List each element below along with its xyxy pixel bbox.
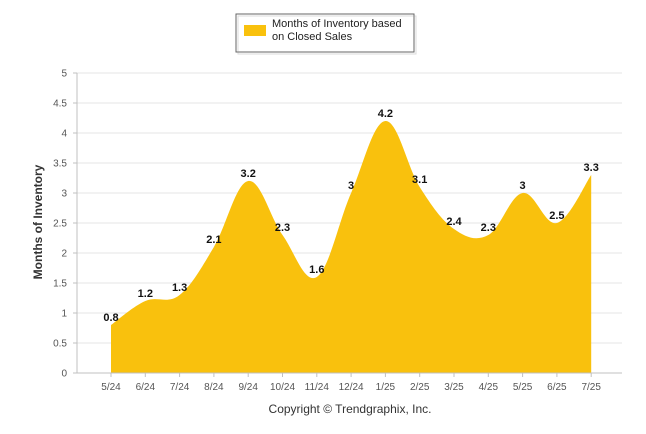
data-label: 0.8 [103, 312, 118, 324]
legend: Months of Inventory based on Closed Sale… [235, 13, 417, 55]
y-tick-label: 4.5 [53, 99, 67, 110]
y-tick-label: 2.5 [53, 219, 67, 230]
x-tick-label: 6/25 [547, 382, 567, 393]
data-label: 4.2 [378, 108, 393, 120]
x-tick-label: 8/24 [204, 382, 224, 393]
data-labels: 0.8 1.2 1.3 2.1 3.2 2.3 1.6 3 4.2 3.1 2.4 2.3 3 2.5 3.… [103, 108, 598, 324]
y-tick-label: 5 [61, 69, 67, 80]
x-tick-label: 2/25 [410, 382, 430, 393]
axes [73, 72, 622, 374]
x-tick-label: 5/24 [101, 382, 121, 393]
x-tick-label: 12/24 [339, 382, 364, 393]
x-tick-label: 11/24 [305, 382, 330, 393]
data-label: 3 [520, 180, 526, 192]
y-tick-labels: 0 0.5 1 1.5 2 2.5 3 3.5 4 4.5 5 [53, 69, 67, 380]
x-tick-labels: 5/24 6/24 7/24 8/24 9/24 10/24 11/24 12/24 1/25 2… [101, 373, 601, 393]
y-tick-label: 2 [61, 249, 67, 260]
y-tick-label: 3 [61, 189, 67, 200]
data-label: 2.1 [206, 234, 221, 246]
area-series [111, 120, 592, 374]
y-tick-label: 4 [61, 129, 67, 140]
data-label: 2.3 [275, 222, 290, 234]
data-label: 3 [348, 180, 354, 192]
x-tick-label: 10/24 [270, 382, 295, 393]
x-tick-label: 7/24 [170, 382, 190, 393]
y-tick-label: 1.5 [53, 279, 67, 290]
x-tick-label: 9/24 [238, 382, 258, 393]
data-label: 3.1 [412, 174, 427, 186]
data-label: 2.4 [446, 216, 462, 228]
x-tick-label: 7/25 [581, 382, 601, 393]
legend-line-1: Months of Inventory based [272, 18, 402, 30]
y-axis-title: Months of Inventory [31, 164, 45, 279]
data-label: 2.3 [481, 222, 496, 234]
x-tick-label: 4/25 [479, 382, 499, 393]
y-tick-label: 0 [61, 369, 67, 380]
x-tick-label: 5/25 [513, 382, 533, 393]
legend-shadow [237, 15, 417, 55]
data-label: 2.5 [549, 210, 564, 222]
y-tick-label: 1 [61, 309, 67, 320]
data-label: 1.3 [172, 282, 187, 294]
copyright-text: Copyright © Trendgraphix, Inc. [269, 402, 432, 416]
data-label: 3.3 [584, 162, 599, 174]
x-tick-label: 1/25 [376, 382, 396, 393]
y-tick-label: 3.5 [53, 159, 67, 170]
y-tick-label: 0.5 [53, 339, 67, 350]
x-tick-label: 6/24 [136, 382, 156, 393]
legend-swatch [244, 25, 266, 36]
legend-line-2: on Closed Sales [272, 31, 353, 43]
area-fill [111, 120, 592, 374]
data-label: 1.6 [309, 264, 324, 276]
x-tick-label: 3/25 [444, 382, 464, 393]
data-label: 1.2 [138, 288, 153, 300]
data-label: 3.2 [241, 168, 256, 180]
